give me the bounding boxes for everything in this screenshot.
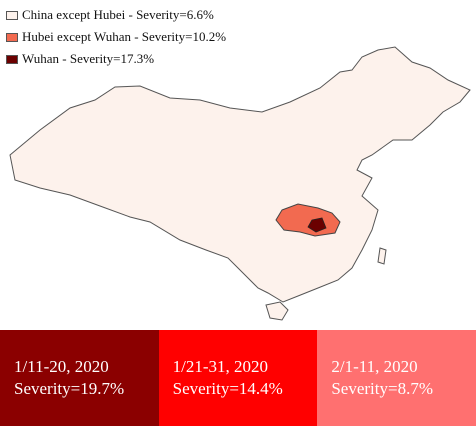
period-dates-3: 2/1-11, 2020 [331,357,418,376]
legend-label-china: China except Hubei - Severity=6.6% [22,7,214,22]
period-panel-2: 1/21-31, 2020 Severity=14.4% [158,330,318,426]
legend-label-hubei: Hubei except Wuhan - Severity=10.2% [22,29,227,44]
taiwan-island [377,247,387,265]
period-panels: 1/11-20, 2020 Severity=19.7% 1/21-31, 20… [0,330,476,426]
legend-item-hubei: Hubei except Wuhan - Severity=10.2% [6,26,226,48]
china-region [9,46,471,303]
period-dates-2: 1/21-31, 2020 [172,357,269,376]
legend-swatch-china [6,10,18,20]
legend-swatch-hubei [6,32,18,42]
period-dates-1: 1/11-20, 2020 [14,357,109,376]
legend-item-wuhan: Wuhan - Severity=17.3% [6,48,226,70]
legend-item-china: China except Hubei - Severity=6.6% [6,4,226,26]
period-severity-3: Severity=8.7% [331,379,433,398]
period-panel-3: 2/1-11, 2020 Severity=8.7% [317,330,476,426]
china-map [9,46,471,321]
period-severity-1: Severity=19.7% [14,379,125,398]
legend-label-wuhan: Wuhan - Severity=17.3% [22,51,155,66]
hainan-island [265,301,289,321]
period-severity-2: Severity=14.4% [172,379,283,398]
wuhan-region [307,217,327,233]
period-panel-1: 1/11-20, 2020 Severity=19.7% [0,330,159,426]
legend: China except Hubei - Severity=6.6% Hubei… [6,4,226,70]
legend-swatch-wuhan [6,54,18,64]
